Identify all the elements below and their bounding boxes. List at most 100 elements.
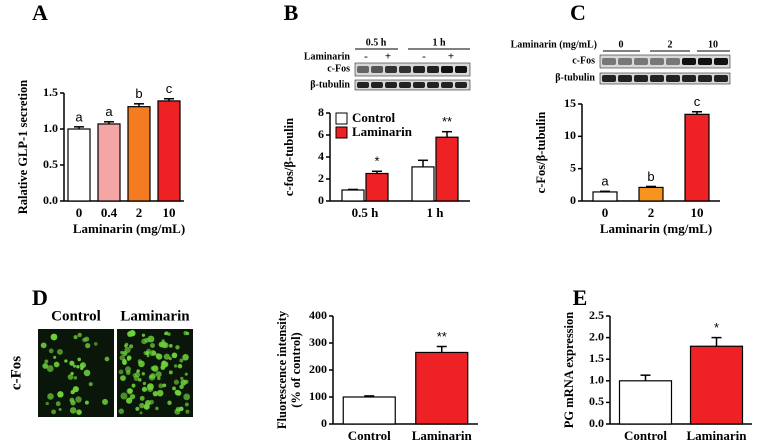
cell (129, 344, 134, 349)
bar (638, 186, 664, 202)
annotation: a (105, 104, 113, 119)
x-tick-label: 10 (691, 205, 704, 220)
cell (184, 379, 189, 384)
blot-band (698, 58, 712, 65)
cell (124, 346, 131, 354)
blot-band (618, 75, 632, 82)
blot-sign: + (385, 51, 391, 63)
cell (158, 383, 164, 389)
micrographs (38, 329, 193, 417)
cell (73, 376, 78, 380)
blot-band (413, 82, 425, 88)
blot-band (618, 58, 632, 65)
panel-letter: B (284, 0, 299, 25)
blot-row-label: β-tubulin (555, 72, 595, 83)
y-tick-label: 2.0 (589, 329, 604, 343)
blot-band (399, 66, 411, 73)
annotation: a (601, 174, 609, 189)
annotation: c (166, 81, 173, 96)
y-tick-label: 200 (309, 362, 327, 376)
cell (131, 383, 136, 388)
bar (127, 106, 151, 202)
cell (120, 392, 128, 400)
x-tick-label: Laminarin (687, 428, 748, 443)
cell (141, 386, 148, 392)
blot-sign: - (422, 51, 426, 63)
cell (169, 344, 173, 348)
cell (102, 398, 109, 405)
image-stain: c-Fos (8, 356, 24, 390)
legend-label: Control (352, 110, 395, 125)
cell (173, 379, 179, 385)
cell (168, 370, 173, 375)
bar (365, 172, 389, 202)
cell (118, 369, 124, 375)
cell (149, 350, 156, 357)
panel-letter: C (570, 0, 586, 25)
cell (72, 386, 79, 393)
blot-band (634, 58, 648, 65)
bar (341, 189, 365, 202)
x-tick-label: 2 (648, 205, 655, 220)
cell (163, 353, 170, 360)
cell (118, 408, 124, 415)
blot-b (354, 48, 471, 91)
cell (51, 409, 56, 415)
annotation: ** (442, 114, 452, 129)
cell (185, 331, 190, 336)
cell (77, 332, 82, 338)
image-label: Control (51, 308, 101, 324)
cell (138, 360, 145, 368)
y-tick-label: 2 (318, 171, 324, 185)
cell (40, 342, 47, 349)
bar (684, 113, 710, 202)
cell (73, 335, 78, 340)
cell (162, 383, 167, 388)
cell (69, 407, 77, 414)
blot-band (682, 58, 696, 65)
y-axis-label: Fluorescence intensity (275, 310, 289, 429)
y-axis-label: (% of control) (289, 332, 303, 407)
blot-band (714, 58, 728, 65)
y-tick-label: 0.0 (589, 416, 604, 430)
x-axis-label: Laminarin (mg/mL) (73, 221, 185, 236)
y-tick-label: 6 (318, 127, 324, 141)
cell (139, 411, 143, 415)
x-tick-label: 2 (136, 205, 143, 220)
cell (150, 366, 156, 371)
blot-band (650, 58, 664, 65)
cell (84, 400, 89, 405)
bar (411, 166, 435, 202)
annotation: ** (437, 329, 447, 344)
cell (175, 407, 181, 412)
cell (77, 357, 82, 362)
bar (592, 191, 618, 202)
bar (67, 128, 91, 202)
cell (157, 376, 161, 381)
x-tick-label: Laminarin (412, 428, 473, 443)
y-tick-label: 100 (309, 389, 327, 403)
cell (83, 369, 91, 377)
blot-band (455, 82, 467, 88)
cell (155, 406, 159, 411)
cell (53, 355, 57, 359)
cell (133, 375, 140, 381)
cell (127, 331, 134, 338)
y-tick-label: 1.5 (589, 351, 604, 365)
cell (141, 338, 147, 345)
cell (47, 393, 54, 400)
cell (129, 394, 136, 400)
cell (164, 331, 169, 336)
blot-band (602, 75, 616, 82)
blot-row-label: c-Fos (327, 63, 350, 74)
cell (120, 375, 126, 382)
cell (173, 364, 178, 368)
x-tick-label: Control (624, 428, 667, 443)
cell (75, 396, 82, 403)
cell (57, 391, 64, 398)
cell (119, 355, 126, 361)
blot-band (385, 66, 397, 73)
y-tick-label: 15 (564, 96, 576, 110)
blot-band (371, 82, 383, 88)
blot-band (666, 58, 680, 65)
